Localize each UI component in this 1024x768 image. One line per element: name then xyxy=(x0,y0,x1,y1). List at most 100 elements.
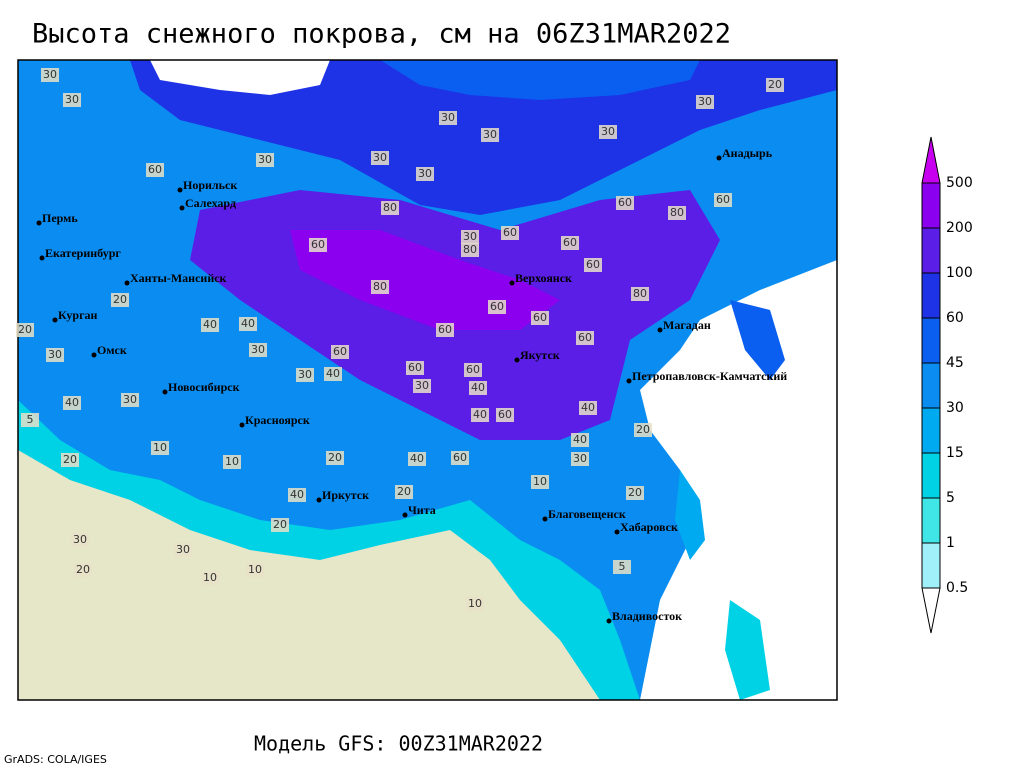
ocean xyxy=(640,260,837,700)
city-name: Хабаровск xyxy=(620,520,678,534)
city-name: Ханты-Мансийск xyxy=(130,271,227,285)
contour-label: 20 xyxy=(113,293,127,306)
contour-label: 40 xyxy=(326,367,340,380)
contour-label-box xyxy=(271,518,289,532)
contour-label: 80 xyxy=(373,280,387,293)
contour-label-box xyxy=(151,441,169,455)
contour-label-box xyxy=(16,323,34,337)
contour-label-box xyxy=(626,486,644,500)
contour-label-box xyxy=(41,68,59,82)
contour-label-box xyxy=(451,451,469,465)
contour-label: 60 xyxy=(438,323,452,336)
contour-label-box xyxy=(61,453,79,467)
legend-label: 100 xyxy=(946,265,973,281)
sea xyxy=(150,60,330,95)
contour-label: 30 xyxy=(251,343,265,356)
contour-label: 60 xyxy=(563,236,577,249)
contour-label: 5 xyxy=(619,560,626,573)
contour-label-box xyxy=(223,455,241,469)
contour-label: 20 xyxy=(636,423,650,436)
contour-label-box xyxy=(461,243,479,257)
city-dot xyxy=(162,389,168,395)
city-name: Курган xyxy=(58,308,98,322)
contour-label-box xyxy=(571,452,589,466)
city-name: Магадан xyxy=(663,318,711,332)
legend-cell xyxy=(921,407,941,454)
contour-label-box xyxy=(146,163,164,177)
legend-cap-low xyxy=(921,587,941,634)
city-name: Красноярск xyxy=(245,413,310,427)
contour-label: 30 xyxy=(43,68,57,81)
contour-label-box xyxy=(631,287,649,301)
legend-cell xyxy=(921,227,941,274)
contour-label-box xyxy=(63,396,81,410)
contour-label: 80 xyxy=(383,201,397,214)
contour-label-box xyxy=(331,345,349,359)
contour-label-box xyxy=(413,379,431,393)
city-name: Якутск xyxy=(520,348,560,362)
contour-label-box xyxy=(461,230,479,244)
contour-label-box xyxy=(471,408,489,422)
contour-label-box xyxy=(371,151,389,165)
city-dot xyxy=(124,280,130,286)
contour-label-box xyxy=(201,318,219,332)
contour-label-box xyxy=(371,280,389,294)
contour-label: 30 xyxy=(601,125,615,138)
legend-label: 60 xyxy=(946,310,964,326)
contour-label-box xyxy=(599,125,617,139)
sakhalin xyxy=(675,470,705,560)
city-name: Иркутск xyxy=(322,488,369,502)
contour-label: 10 xyxy=(468,597,482,610)
contour-label-box xyxy=(246,563,264,577)
legend-cell xyxy=(921,452,941,499)
legend-label: 45 xyxy=(946,355,964,371)
legend-cell xyxy=(921,497,941,544)
contour-label-box xyxy=(464,363,482,377)
legend-label: 15 xyxy=(946,445,964,461)
contour-label-box xyxy=(309,238,327,252)
contour-label-box xyxy=(766,78,784,92)
contour-label: 30 xyxy=(258,153,272,166)
city-dot xyxy=(36,220,42,226)
contour-label: 60 xyxy=(333,345,347,358)
contour-label: 30 xyxy=(463,230,477,243)
legend-cell xyxy=(921,542,941,589)
contour-label: 60 xyxy=(311,238,325,251)
contour-label: 20 xyxy=(397,485,411,498)
contour-label: 30 xyxy=(418,167,432,180)
contour-label: 20 xyxy=(328,451,342,464)
contour-label: 20 xyxy=(768,78,782,91)
contour-label: 10 xyxy=(533,475,547,488)
contour-label-box xyxy=(481,128,499,142)
contour-label: 30 xyxy=(73,533,87,546)
contour-label-box xyxy=(613,560,631,574)
contour-label: 80 xyxy=(633,287,647,300)
credit: GrADS: COLA/IGES xyxy=(4,753,107,766)
contour-label-box xyxy=(466,597,484,611)
city-name: Петропавловск-Камчатский xyxy=(632,369,787,383)
city-name: Омск xyxy=(97,343,127,357)
contour-label-box xyxy=(579,401,597,415)
contour-label: 20 xyxy=(273,518,287,531)
contour-label-box xyxy=(496,408,514,422)
contour-label-box xyxy=(239,317,257,331)
contour-label: 40 xyxy=(290,488,304,501)
contour-label-box xyxy=(74,563,92,577)
contour-label-box xyxy=(201,571,219,585)
contour-label-box xyxy=(406,361,424,375)
title: Высота снежного покрова, см на 06Z31MAR2… xyxy=(32,19,731,50)
contour-label-box xyxy=(616,196,634,210)
contour-label: 60 xyxy=(490,300,504,313)
contour-label-box xyxy=(501,226,519,240)
city-name: Пермь xyxy=(42,211,78,225)
contour-label-box xyxy=(288,488,306,502)
city-name: Верхоянск xyxy=(515,271,572,285)
city-dot xyxy=(716,155,722,161)
contour-label: 40 xyxy=(203,318,217,331)
contour-label: 30 xyxy=(415,379,429,392)
city-name: Анадырь xyxy=(722,146,773,160)
contour-label: 30 xyxy=(176,543,190,556)
contour-label-box xyxy=(249,343,267,357)
legend-cell xyxy=(921,362,941,409)
